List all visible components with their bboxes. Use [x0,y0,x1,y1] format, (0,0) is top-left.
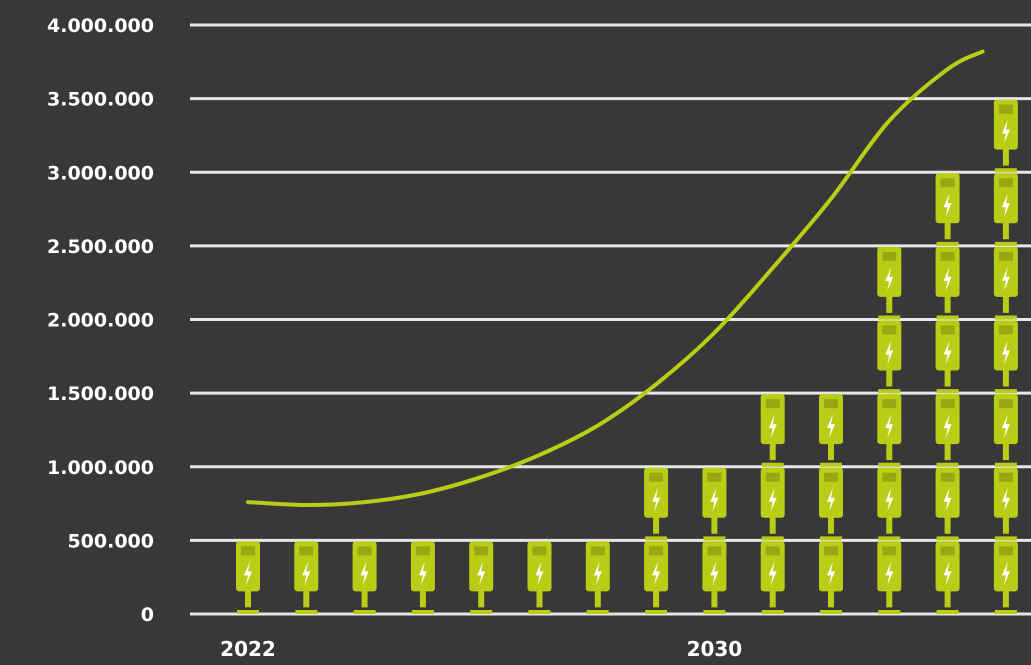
ev-charger-icon [935,394,960,467]
ev-charger-icon [644,541,669,614]
gridlines [190,23,1031,616]
bar-2033 [877,246,902,614]
ev-charger-icon [877,467,902,541]
bar-2034 [935,173,960,614]
y-tick-label: 2.500.000 [47,236,154,258]
trend-line [246,49,985,508]
x-axis-tick-labels: 2022 2030 [220,637,742,661]
bar-2028 [585,541,610,614]
ev-charger-icon [294,541,319,614]
bar-2031 [760,394,785,614]
ev-charger-icon [819,467,843,541]
ev-charger-icon [702,467,727,541]
ev-charger-icon [935,173,960,246]
ev-charger-icon [469,541,494,614]
y-tick-label: 0 [141,604,154,626]
y-tick-label: 2.000.000 [47,310,154,332]
ev-charger-icon [993,99,1018,173]
bar-2035 [993,99,1018,614]
bar-2027 [527,541,552,614]
bar-2022 [236,541,260,614]
ev-charger-icon [585,541,610,614]
ev-charger-icon [352,541,377,614]
ev-charger-icon [993,246,1018,320]
ev-charger-icon [877,394,902,467]
y-tick-label: 1.500.000 [47,383,154,405]
ev-charger-icon [760,541,785,614]
trend-curve [246,49,985,508]
y-tick-label: 3.500.000 [47,89,154,111]
ev-charger-icon [993,467,1018,541]
y-tick-label: 500.000 [67,530,154,552]
ev-charger-icon [993,173,1018,246]
ev-charger-icon [644,467,669,541]
ev-charger-icon [819,394,843,467]
ev-charger-icon [877,320,902,394]
ev-charger-icon [935,541,960,614]
x-tick-label: 2022 [220,637,276,661]
ev-charger-icon [993,320,1018,394]
bar-2030 [702,467,727,614]
ev-charger-icon [935,320,960,394]
ev-charger-icon [935,467,960,541]
y-tick-label: 3.000.000 [47,162,154,184]
ev-charger-icon [993,541,1018,614]
ev-charger-icon [993,394,1018,467]
bar-2032 [819,394,843,614]
ev-charger-icon [236,541,260,614]
ev-charger-icon [702,541,727,614]
y-tick-label: 4.000.000 [47,15,154,37]
ev-charger-icon [760,394,785,467]
ev-charger-icon [760,467,785,541]
bar-2023 [294,541,319,614]
ev-charger-icon [819,541,843,614]
ev-charger-icon [410,541,435,614]
y-axis-tick-labels: 4.000.000 3.500.000 3.000.000 2.500.000 2.00… [47,15,154,626]
x-tick-label: 2030 [687,637,743,661]
ev-charger-icon [877,541,902,614]
charger-icon-bars [236,99,1018,614]
bar-2025 [410,541,435,614]
ev-charger-icon [877,246,902,320]
bar-2029 [644,467,669,614]
y-tick-label: 1.000.000 [47,457,154,479]
bar-2026 [469,541,494,614]
bar-2024 [352,541,377,614]
ev-charger-icon [527,541,552,614]
ev-charger-icon [935,246,960,320]
